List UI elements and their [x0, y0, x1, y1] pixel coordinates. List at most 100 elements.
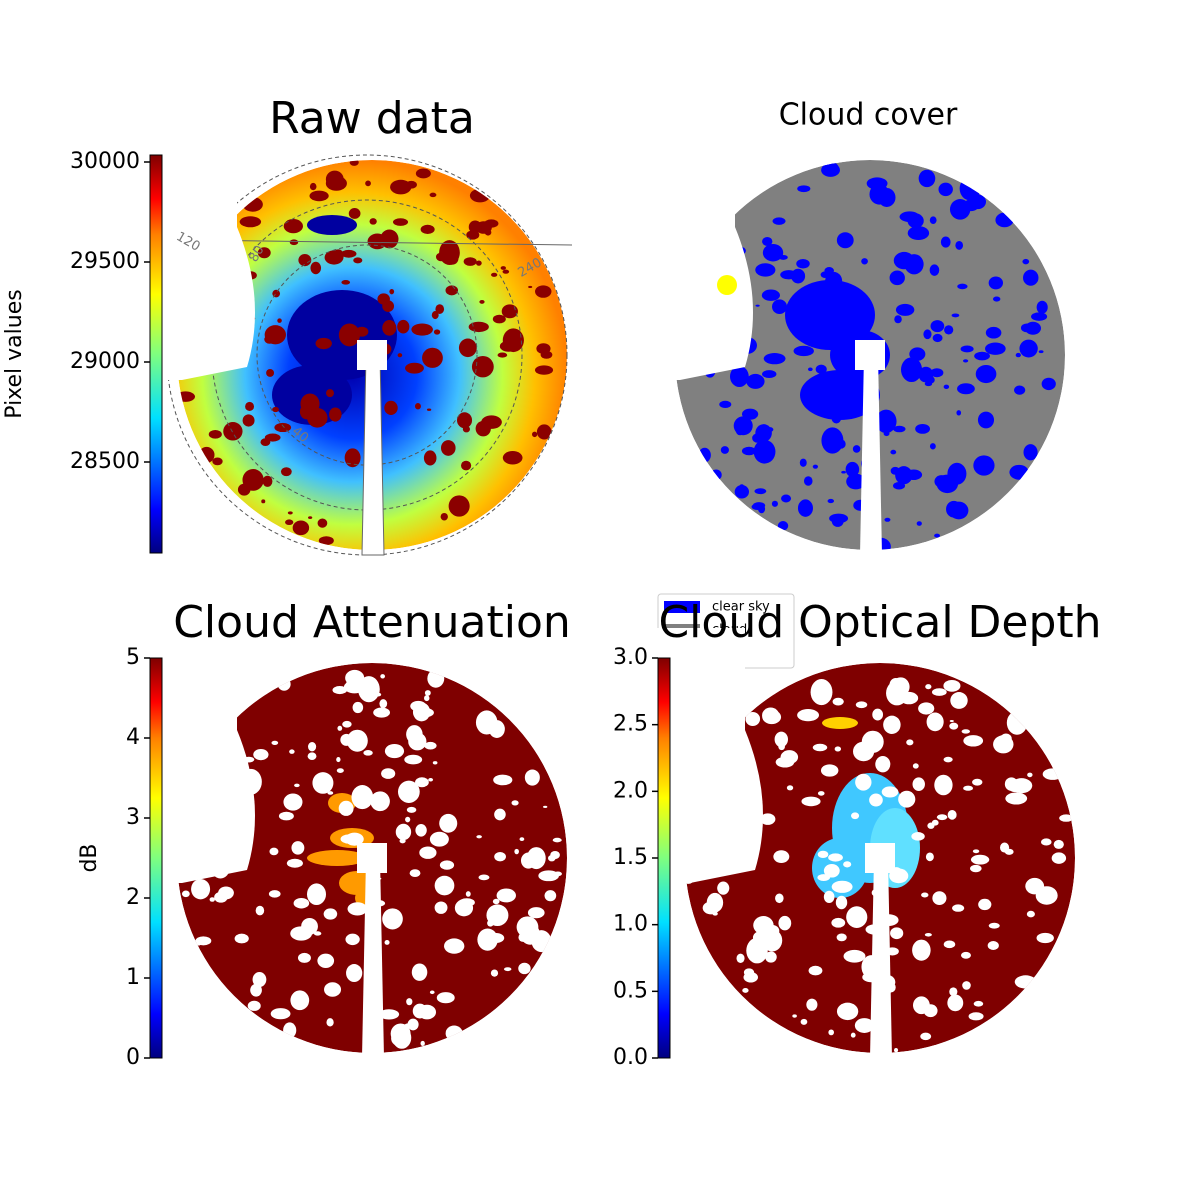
blob	[448, 495, 470, 517]
blob	[434, 875, 455, 896]
blob	[866, 177, 888, 190]
blob	[719, 400, 732, 408]
blob	[408, 732, 427, 751]
blob	[906, 739, 914, 746]
blob	[309, 190, 329, 202]
blob	[1026, 910, 1035, 918]
blob	[925, 684, 932, 690]
blob	[957, 383, 975, 395]
blob	[395, 823, 412, 841]
blob	[836, 1002, 859, 1021]
blob	[502, 328, 524, 353]
blob	[761, 289, 780, 301]
blob	[518, 962, 531, 975]
blob	[382, 320, 397, 336]
blob	[313, 931, 322, 936]
blob	[961, 729, 970, 734]
polar-label: 80	[246, 243, 267, 265]
blob	[918, 169, 936, 188]
blob	[341, 280, 351, 285]
blob	[492, 898, 500, 905]
blob	[252, 972, 267, 988]
blob	[929, 264, 940, 276]
blob	[836, 232, 854, 249]
blob	[778, 254, 788, 260]
blob	[432, 761, 438, 765]
blob	[214, 891, 228, 903]
blob	[973, 1000, 984, 1007]
blob	[294, 783, 300, 788]
blob	[893, 1048, 899, 1053]
blob	[245, 401, 255, 412]
blob	[796, 259, 810, 269]
blob	[752, 502, 766, 509]
blob	[949, 722, 959, 730]
blob	[899, 691, 919, 705]
blob	[269, 847, 279, 856]
blob	[961, 951, 971, 959]
blob	[348, 208, 361, 219]
blob	[812, 464, 819, 469]
blob	[832, 697, 844, 706]
colorbar-tick-label: 29500	[70, 249, 140, 274]
blob	[786, 785, 794, 791]
blob	[793, 345, 814, 357]
blob	[1036, 932, 1054, 944]
blob	[494, 808, 506, 821]
colorbar-tick-label: 0.5	[613, 978, 648, 1003]
blob	[797, 185, 811, 193]
blob	[423, 450, 437, 466]
blob	[852, 445, 861, 453]
blob	[836, 439, 846, 449]
colorbar-tick-label: 1.5	[613, 845, 648, 870]
blob	[326, 1018, 334, 1027]
blob	[956, 410, 962, 416]
blob	[820, 271, 830, 278]
blob	[534, 365, 554, 375]
polar-spoke	[181, 239, 573, 246]
blob	[536, 343, 551, 354]
blob	[268, 890, 281, 898]
blob	[520, 852, 536, 869]
blob	[844, 293, 849, 297]
blob	[420, 224, 435, 234]
blob	[932, 891, 947, 906]
blob	[743, 972, 759, 983]
blob	[411, 323, 433, 336]
blob	[894, 315, 902, 324]
blob	[287, 511, 293, 515]
blob	[912, 763, 919, 769]
blob	[501, 304, 518, 319]
blob	[1000, 842, 1010, 853]
mask-block	[855, 340, 885, 370]
blob	[399, 838, 406, 844]
blob	[290, 926, 313, 941]
blob	[346, 964, 363, 982]
blob	[266, 368, 275, 377]
colorbar-tick-label: 0	[126, 1045, 140, 1070]
blob	[853, 741, 875, 762]
blob	[846, 906, 868, 928]
blob	[799, 458, 807, 467]
blob	[317, 518, 328, 528]
blob	[323, 908, 338, 920]
blob	[800, 1018, 808, 1025]
blob	[327, 791, 334, 795]
blob	[272, 406, 279, 413]
blob	[757, 922, 772, 932]
blob	[823, 864, 840, 878]
blob	[468, 321, 489, 333]
blob	[502, 269, 510, 274]
blob	[777, 521, 789, 531]
blob	[377, 293, 390, 305]
blob	[875, 755, 891, 773]
blob	[962, 359, 969, 363]
blob	[1051, 852, 1067, 864]
blob	[746, 373, 765, 389]
blob	[431, 311, 439, 320]
blob	[949, 987, 958, 997]
blob	[778, 743, 785, 751]
blob	[762, 707, 780, 724]
blob	[1014, 385, 1026, 395]
